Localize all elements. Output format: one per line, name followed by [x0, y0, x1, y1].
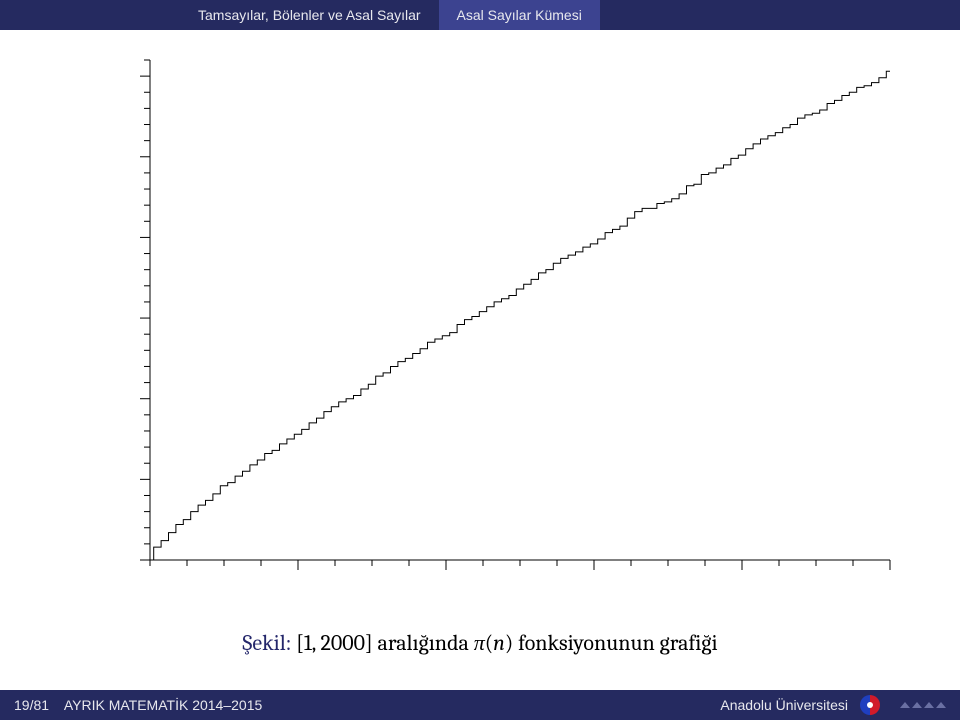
top-nav: Tamsayılar, Bölenler ve Asal Sayılar Asa…	[0, 0, 960, 30]
nav-section[interactable]: Tamsayılar, Bölenler ve Asal Sayılar	[180, 0, 439, 30]
caption-body: [1, 2000] aralığında π(n) fonksiyonunun …	[291, 630, 717, 656]
nav-down-icon[interactable]	[936, 702, 946, 708]
course-title: AYRIK MATEMATİK 2014–2015	[64, 697, 262, 713]
nav-up-icon[interactable]	[924, 702, 934, 708]
university-logo-icon	[858, 693, 882, 717]
beamer-nav-icons[interactable]	[900, 702, 946, 708]
footer-bar: 19/81 AYRIK MATEMATİK 2014–2015 Anadolu …	[0, 690, 960, 720]
slide: Tamsayılar, Bölenler ve Asal Sayılar Asa…	[0, 0, 960, 720]
nav-prev-icon[interactable]	[900, 702, 910, 708]
caption-lead: Şekil:	[242, 630, 291, 656]
figure-caption: Şekil: [1, 2000] aralığında π(n) fonksiy…	[0, 630, 960, 656]
nav-next-icon[interactable]	[912, 702, 922, 708]
chart-area: 050100150200250300 400800120016002000	[60, 50, 900, 610]
nav-subsection[interactable]: Asal Sayılar Kümesi	[439, 0, 600, 30]
footer-right: Anadolu Üniversitesi	[720, 693, 946, 717]
footer-left: 19/81 AYRIK MATEMATİK 2014–2015	[14, 697, 262, 713]
org-name: Anadolu Üniversitesi	[720, 697, 848, 713]
prime-count-chart	[60, 50, 900, 610]
page-number: 19/81	[14, 697, 49, 713]
